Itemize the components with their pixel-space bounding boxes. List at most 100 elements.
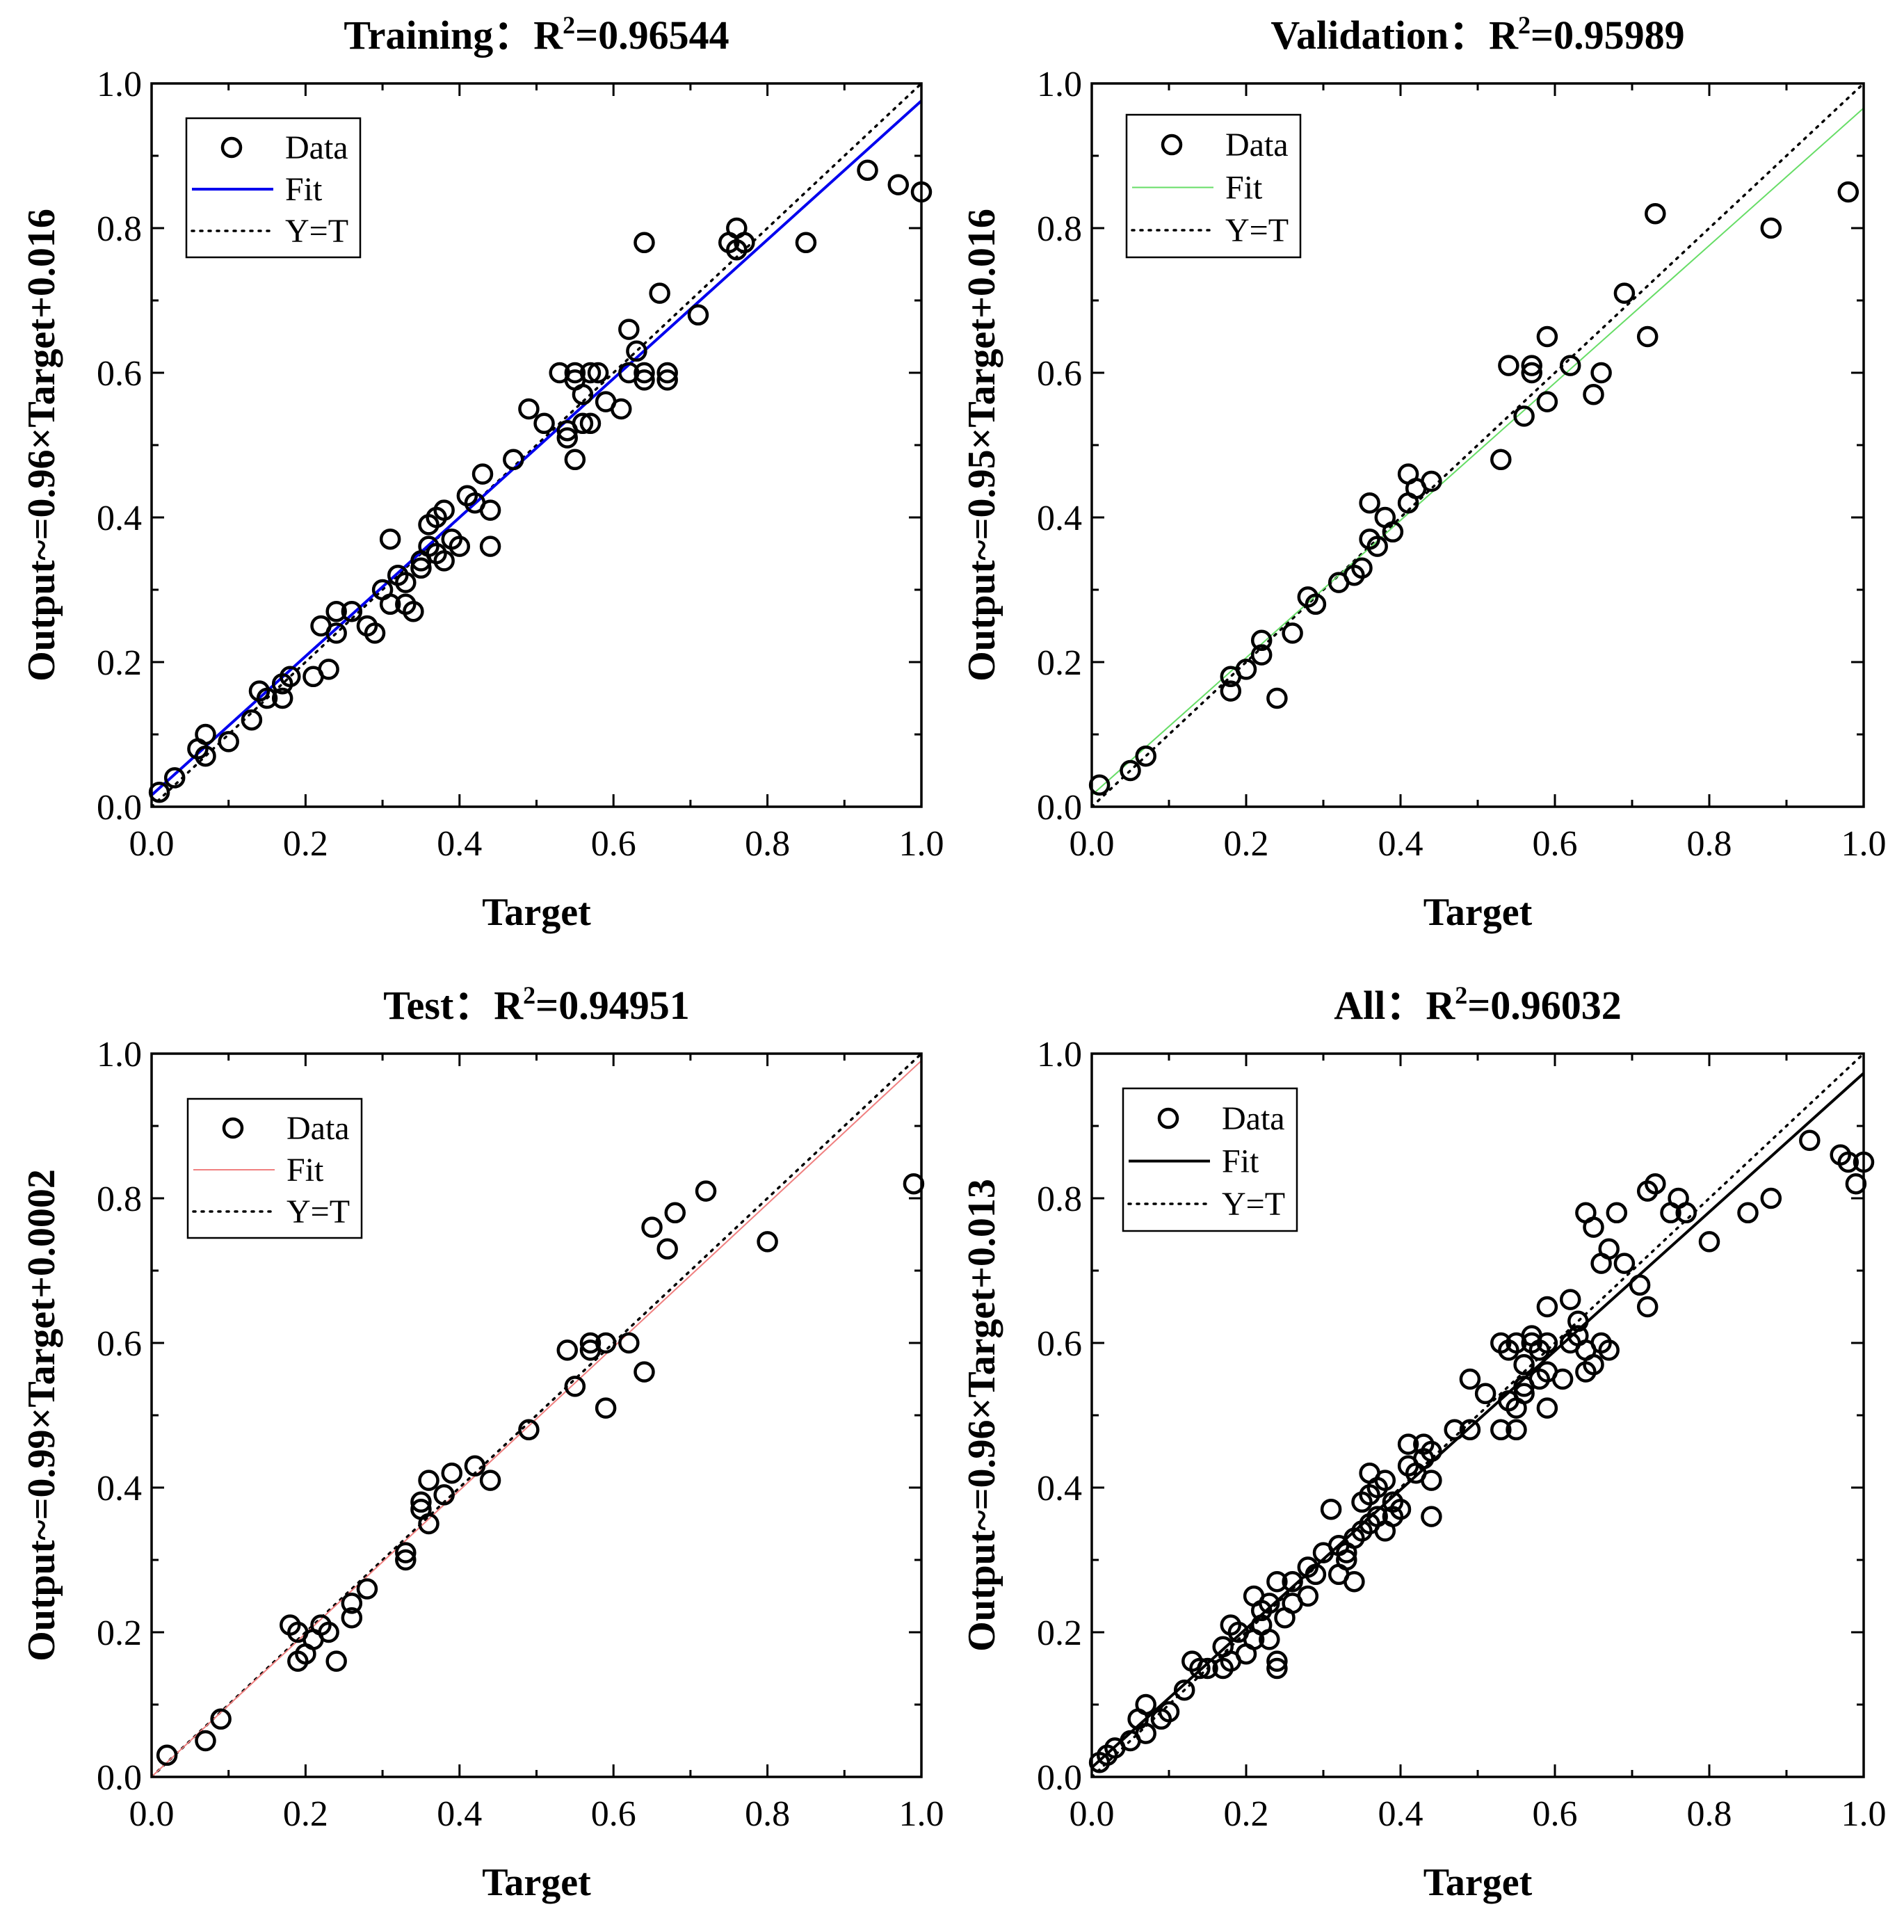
data-point: [479, 499, 501, 521]
data-point: [1421, 1470, 1442, 1491]
data-point: [1521, 355, 1542, 376]
panel-2: Validation：R2=0.959890.00.00.20.20.40.40…: [960, 11, 1887, 934]
legend-fit-label: Fit: [285, 171, 323, 208]
y-tick-label: 0.2: [97, 1613, 142, 1653]
x-axis-label: Target: [1423, 1861, 1533, 1904]
data-points: [1088, 1129, 1875, 1773]
y-axis-label: Output~=0.99×Target+0.0002: [20, 1169, 63, 1661]
data-point: [1344, 1570, 1365, 1593]
data-point: [1583, 1353, 1604, 1376]
data-point: [1397, 1433, 1419, 1455]
legend: Data Fit Y=T: [1122, 1087, 1298, 1232]
data-point: [1598, 1339, 1620, 1361]
y-tick-label: 1.0: [1037, 1035, 1082, 1074]
x-tick-label: 0.4: [437, 1794, 482, 1834]
data-point: [341, 1607, 363, 1629]
data-point: [1536, 325, 1558, 348]
data-point: [1675, 1202, 1697, 1224]
x-tick-label: 1.0: [899, 824, 944, 864]
title-superscript: 2: [523, 981, 535, 1009]
identity-line: [1092, 83, 1864, 807]
data-point: [518, 1419, 540, 1441]
data-point: [1421, 1506, 1442, 1527]
y-tick-label: 0.2: [97, 643, 142, 683]
y-tick-label: 0.2: [1037, 1613, 1082, 1653]
data-point: [395, 572, 417, 593]
data-point: [757, 1231, 778, 1253]
y-tick-label: 0.2: [1037, 643, 1082, 683]
data-point: [1135, 745, 1156, 767]
legend: Data Fit Y=T: [1125, 113, 1302, 259]
data-point: [280, 666, 301, 688]
data-point: [356, 1578, 378, 1600]
x-tick-label: 0.6: [1533, 824, 1578, 864]
data-point: [471, 463, 494, 485]
data-point: [664, 1202, 686, 1224]
data-point: [1088, 774, 1111, 796]
data-point: [1536, 391, 1558, 412]
data-point: [556, 427, 579, 449]
y-tick-label: 0.8: [1037, 209, 1082, 249]
data-point: [1297, 1585, 1319, 1607]
data-point: [579, 362, 602, 384]
y-tick-label: 0.8: [1037, 1180, 1082, 1219]
data-point: [1173, 1679, 1195, 1701]
data-point: [1459, 1419, 1481, 1441]
x-tick-label: 0.2: [1224, 1794, 1269, 1834]
data-point: [1421, 470, 1442, 492]
data-point: [1513, 405, 1535, 427]
data-point: [1305, 1563, 1327, 1586]
data-point: [1760, 217, 1782, 239]
data-point: [1636, 325, 1659, 348]
legend-data-label: Data: [285, 129, 348, 166]
data-point: [1629, 1274, 1651, 1296]
data-point: [464, 1455, 486, 1477]
legend-data-label: Data: [287, 1110, 350, 1147]
y-tick-label: 0.6: [1037, 1324, 1082, 1364]
data-point: [564, 362, 586, 384]
data-point: [410, 1491, 432, 1513]
data-point: [325, 1650, 347, 1672]
data-point: [403, 600, 424, 622]
data-point: [1636, 1296, 1659, 1318]
data-point: [649, 282, 670, 304]
x-axis-label: Target: [482, 1861, 591, 1904]
x-tick-label: 0.6: [1533, 1794, 1578, 1834]
ticks: 0.00.0 0.2 0.2 0.4 0.4 0.6 0.6 0.8 0.8 1.0 1.0: [97, 65, 944, 864]
data-point: [1336, 1549, 1357, 1571]
data-point: [1490, 449, 1512, 471]
data-point: [579, 1332, 602, 1354]
data-point: [218, 731, 239, 752]
x-tick-label: 0.4: [437, 824, 482, 864]
data-point: [1459, 1368, 1481, 1390]
x-tick-label: 0.8: [745, 1794, 790, 1834]
data-point: [656, 362, 678, 384]
data-point: [1498, 355, 1519, 376]
data-point: [1645, 202, 1666, 225]
data-point: [1506, 1419, 1527, 1441]
y-axis-label: Output~=0.96×Target+0.013: [960, 1179, 1003, 1652]
x-tick-label: 0.0: [1070, 824, 1115, 864]
data-point: [641, 1216, 663, 1238]
data-point: [687, 304, 709, 326]
data-point: [195, 1730, 216, 1752]
data-point: [1266, 1657, 1288, 1680]
ticks: 0.00.0 0.2 0.2 0.4 0.4 0.6 0.6 0.8 0.8 1.0 1.0: [1037, 65, 1887, 864]
x-tick-label: 0.2: [283, 1794, 328, 1834]
data-point: [1120, 759, 1141, 782]
data-point: [1698, 1231, 1720, 1253]
data-point: [1266, 1570, 1288, 1593]
data-point: [379, 528, 401, 550]
data-point: [449, 536, 471, 557]
y-tick-label: 0.0: [97, 788, 142, 828]
data-point: [1559, 355, 1581, 376]
data-point: [1135, 1693, 1156, 1716]
title-text: All：R: [1334, 983, 1455, 1028]
data-point: [1559, 1289, 1581, 1310]
title-superscript: 2: [1518, 11, 1531, 39]
title-text: Test：R: [383, 983, 524, 1028]
panel-title: Validation：R2=0.95989: [1270, 11, 1684, 58]
panel-title: Training：R2=0.96544: [344, 11, 729, 58]
x-tick-label: 0.0: [129, 1794, 175, 1834]
legend-box: [1122, 1087, 1298, 1232]
